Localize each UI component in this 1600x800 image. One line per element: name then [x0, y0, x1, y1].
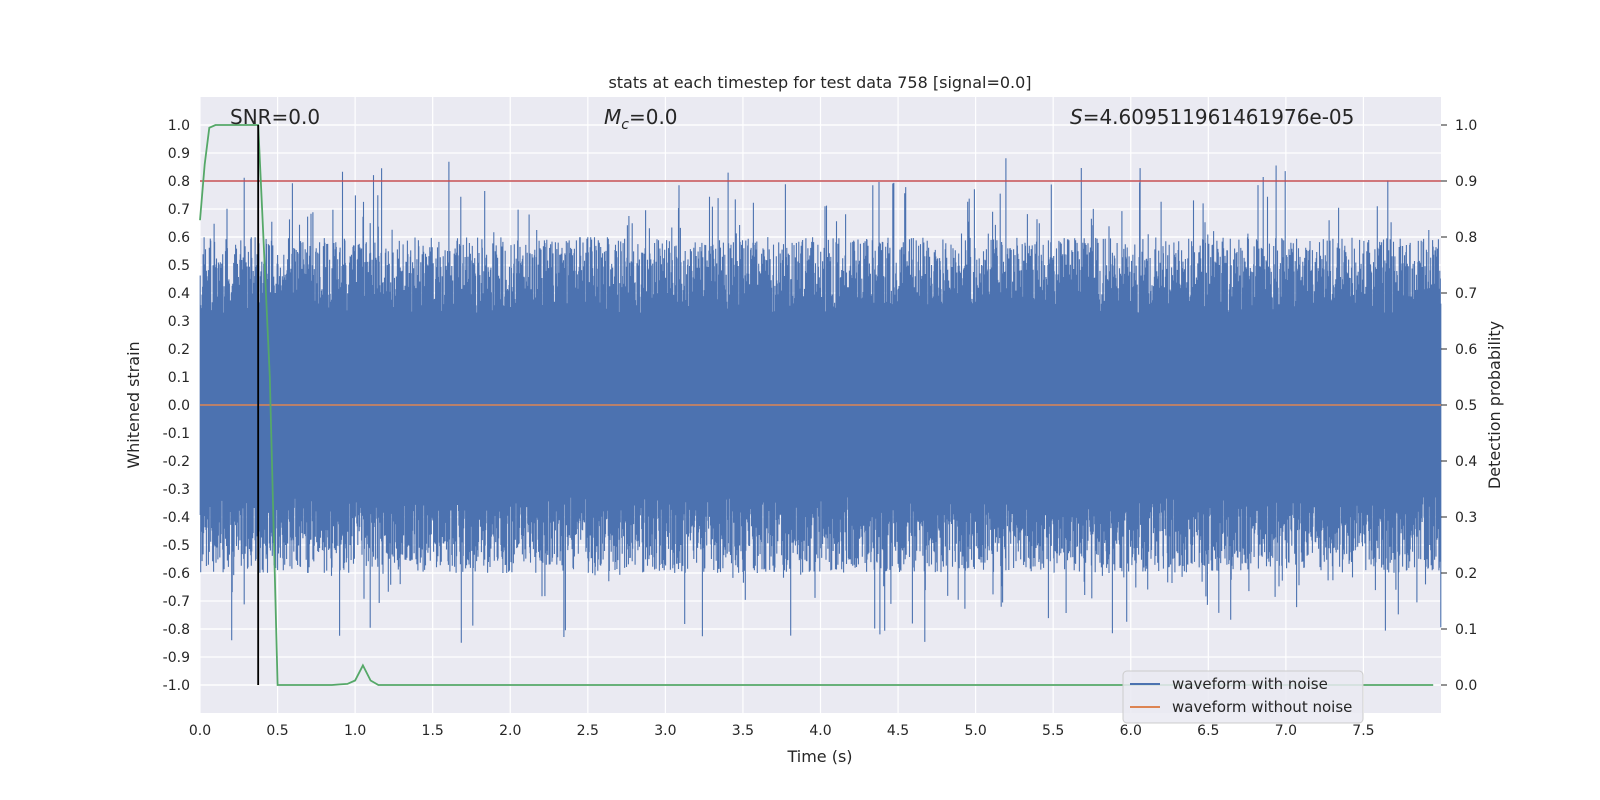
x-tick-label: 5.5: [1042, 723, 1064, 739]
x-axis-label: Time (s): [786, 747, 852, 766]
legend-label-noise: waveform with noise: [1172, 675, 1328, 693]
y-tick-label: 0.9: [168, 146, 190, 162]
y-right-tick-label: 0.9: [1455, 174, 1477, 190]
y-right-tick-label: 0.6: [1455, 342, 1477, 358]
x-tick-label: 3.0: [654, 723, 676, 739]
chirp-mass-subscript: c: [621, 117, 629, 133]
x-tick-label: 2.5: [577, 723, 599, 739]
chart-title: stats at each timestep for test data 758…: [608, 73, 1031, 92]
y-tick-label: 0.3: [168, 314, 190, 330]
y-tick-label: 0.1: [168, 370, 190, 386]
y-tick-label: -0.1: [163, 426, 190, 442]
y-right-tick-label: 0.8: [1455, 230, 1477, 246]
x-tick-label: 3.5: [732, 723, 754, 739]
x-tick-label: 1.0: [344, 723, 366, 739]
x-tick-label: 0.0: [189, 723, 211, 739]
y-right-tick-label: 0.2: [1455, 566, 1477, 582]
s-value: =4.609511961461976e-05: [1083, 105, 1355, 129]
chirp-mass-symbol: M: [604, 105, 621, 129]
x-tick-label: 2.0: [499, 723, 521, 739]
y-tick-label: -0.9: [163, 650, 190, 666]
x-tick-label: 7.5: [1352, 723, 1374, 739]
y-axis-ticks: 1.0 0.9 0.8 0.7 0.6 0.5 0.4 0.3 0.2 0.1 0.0 -0.1 -0.…: [163, 118, 190, 694]
y-axis-label: Whitened strain: [124, 341, 143, 468]
y-tick-label: 1.0: [168, 118, 190, 134]
y-right-tick-label: 0.0: [1455, 678, 1477, 694]
chirp-mass-value: =0.0: [629, 105, 678, 129]
y-tick-label: 0.7: [168, 202, 190, 218]
x-tick-label: 5.0: [964, 723, 986, 739]
y-tick-label: -0.3: [163, 482, 190, 498]
x-tick-label: 1.5: [422, 723, 444, 739]
overlays: [199, 124, 1441, 686]
y-tick-label: 0.5: [168, 258, 190, 274]
chirp-mass-annotation: Mc=0.0: [604, 105, 678, 133]
x-tick-label: 0.5: [266, 723, 288, 739]
y-right-axis-label: Detection probability: [1485, 321, 1504, 489]
snr-annotation: SNR=0.0: [230, 105, 320, 129]
y-right-tick-label: 0.5: [1455, 398, 1477, 414]
legend-box: [1122, 670, 1364, 724]
y-right-tick-label: 0.1: [1455, 622, 1477, 638]
x-tick-label: 6.0: [1120, 723, 1142, 739]
legend-label-clean: waveform without noise: [1172, 698, 1352, 716]
x-tick-label: 7.0: [1275, 723, 1297, 739]
y-right-tick-label: 0.7: [1455, 286, 1477, 302]
x-tick-label: 4.5: [887, 723, 909, 739]
y-right-axis-ticks: 1.0 0.9 0.8 0.7 0.6 0.5 0.4 0.3 0.2 0.1 0.0: [1441, 118, 1477, 694]
detection-probability-line: [199, 124, 1434, 686]
y-right-tick-label: 0.3: [1455, 510, 1477, 526]
x-axis-ticks: 0.0 0.5 1.0 1.5 2.0 2.5 3.0 3.5 4.0 4.5 5.0 5.5 6.0 6…: [189, 723, 1375, 739]
x-tick-label: 6.5: [1197, 723, 1219, 739]
y-tick-label: 0.6: [168, 230, 190, 246]
y-tick-label: -0.2: [163, 454, 190, 470]
x-tick-label: 4.0: [809, 723, 831, 739]
y-tick-label: 0.4: [168, 286, 190, 302]
y-tick-label: -0.5: [163, 538, 190, 554]
legend: waveform with noise waveform without noi…: [1122, 670, 1364, 724]
y-tick-label: 0.8: [168, 174, 190, 190]
y-tick-label: -0.7: [163, 594, 190, 610]
y-right-tick-label: 0.4: [1455, 454, 1477, 470]
s-statistic-annotation: S=4.609511961461976e-05: [1070, 105, 1354, 129]
y-tick-label: -0.4: [163, 510, 190, 526]
y-tick-label: 0.2: [168, 342, 190, 358]
y-tick-label: 0.0: [168, 398, 190, 414]
y-tick-label: -0.8: [163, 622, 190, 638]
s-symbol: S: [1070, 105, 1083, 129]
y-tick-label: -0.6: [163, 566, 190, 582]
y-right-tick-label: 1.0: [1455, 118, 1477, 134]
y-tick-label: -1.0: [163, 678, 190, 694]
